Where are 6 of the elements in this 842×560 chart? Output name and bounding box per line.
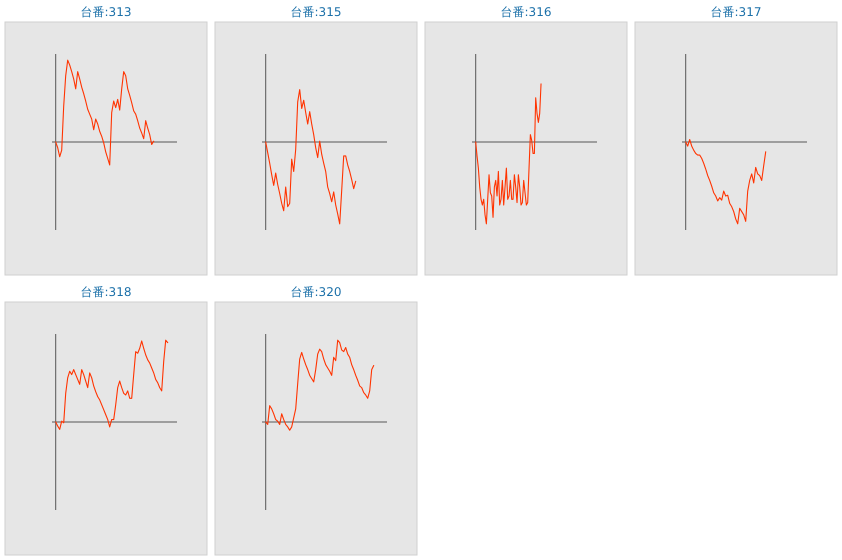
chart-title: 台番:313 xyxy=(80,5,132,19)
chart-title: 台番:320 xyxy=(290,285,342,299)
chart-title: 台番:316 xyxy=(500,5,552,19)
chart-title: 台番:315 xyxy=(290,5,342,19)
chart-title: 台番:318 xyxy=(80,285,132,299)
chart-title: 台番:317 xyxy=(710,5,762,19)
